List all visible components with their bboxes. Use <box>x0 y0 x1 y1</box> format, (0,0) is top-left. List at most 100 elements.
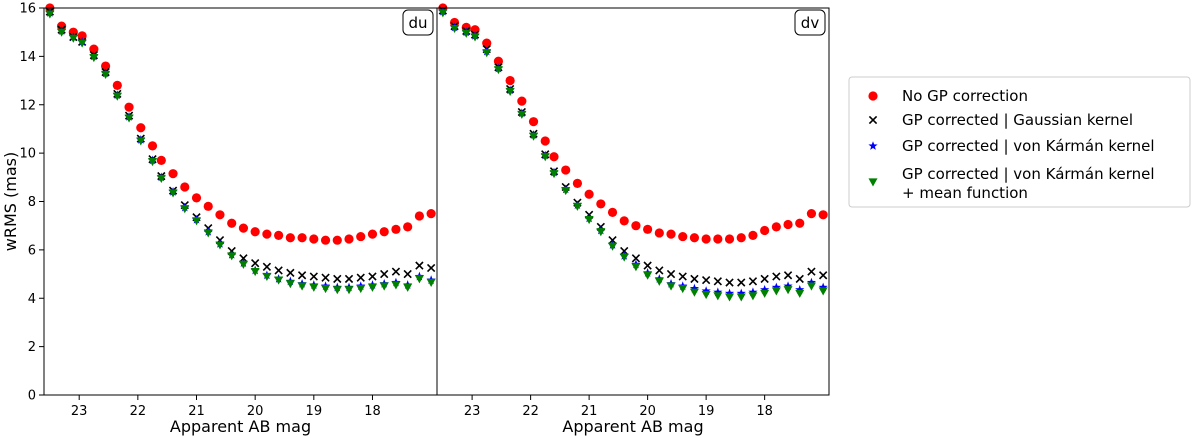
x-axis-label: Apparent AB mag <box>170 417 311 436</box>
series-circle-dv <box>438 3 828 244</box>
legend-label: GP corrected | von Kármán kernel <box>902 165 1155 183</box>
data-point <box>239 254 248 263</box>
data-point <box>736 293 746 302</box>
data-point <box>450 24 460 34</box>
data-point <box>274 266 283 275</box>
data-point <box>540 153 550 162</box>
data-point <box>391 224 401 234</box>
data-point <box>136 137 146 146</box>
data-point <box>748 230 758 240</box>
legend-label-line2: + mean function <box>902 184 1028 202</box>
y-tick-label: 0 <box>28 389 36 404</box>
series-triangle-down-du <box>45 10 436 295</box>
data-point <box>156 155 166 165</box>
data-point <box>549 152 559 162</box>
data-point <box>344 234 354 244</box>
data-point <box>344 274 354 284</box>
data-point <box>529 132 539 141</box>
data-point <box>631 221 641 231</box>
data-point <box>332 235 342 245</box>
data-points-du <box>45 3 436 295</box>
data-point <box>238 223 249 233</box>
data-point <box>655 266 664 275</box>
x-axis-label: Apparent AB mag <box>562 417 703 436</box>
data-point <box>379 227 389 237</box>
y-tick-label: 8 <box>28 195 36 210</box>
data-point <box>203 229 213 238</box>
data-point <box>748 287 758 297</box>
data-point <box>818 271 828 280</box>
data-point <box>250 259 260 268</box>
data-point <box>713 277 723 286</box>
data-point <box>461 29 471 38</box>
data-point <box>482 49 492 58</box>
data-point <box>760 284 770 294</box>
data-point <box>367 229 378 239</box>
data-point <box>124 114 134 123</box>
data-point <box>344 286 354 295</box>
data-point <box>333 274 342 284</box>
x-tick-label: 22 <box>130 404 147 419</box>
data-point <box>192 217 202 226</box>
data-point <box>631 254 641 263</box>
data-point <box>77 31 87 41</box>
legend-label: No GP correction <box>902 87 1028 105</box>
panel-du: 23 22 21 20 19 18 0 2 4 6 8 10 12 14 16 Apparent AB mag… <box>1 2 438 436</box>
legend-marker-star-icon <box>868 141 878 150</box>
data-point <box>180 182 190 192</box>
data-point <box>297 282 307 291</box>
data-point <box>619 253 629 262</box>
data-point <box>156 174 166 184</box>
data-point <box>77 39 87 48</box>
data-point <box>818 282 828 292</box>
data-point <box>332 286 342 295</box>
data-point <box>584 189 594 199</box>
x-tick-label: 19 <box>698 404 715 419</box>
data-point <box>772 272 781 281</box>
data-point <box>101 70 111 80</box>
data-point <box>795 218 805 228</box>
data-point <box>45 10 55 19</box>
data-point <box>689 233 700 243</box>
data-point <box>112 92 122 101</box>
data-point <box>356 231 366 242</box>
data-point <box>795 284 805 294</box>
x-tick-label: 18 <box>364 404 381 419</box>
data-point <box>274 276 284 285</box>
data-point <box>89 44 99 54</box>
data-point <box>608 242 618 251</box>
series-star-du <box>45 8 436 292</box>
data-point <box>309 283 319 292</box>
data-point <box>320 235 331 245</box>
data-point <box>238 260 248 269</box>
data-point <box>807 267 816 276</box>
data-point <box>701 286 711 295</box>
y-tick-label: 10 <box>19 147 36 162</box>
legend-label: GP corrected | Gaussian kernel <box>902 111 1133 129</box>
panels: 23 22 21 20 19 18 0 2 4 6 8 10 12 14 16 Apparent AB mag… <box>1 2 830 436</box>
data-point <box>391 281 401 290</box>
data-point <box>561 165 571 175</box>
data-point <box>724 234 735 244</box>
data-point <box>493 66 503 75</box>
data-point <box>368 272 377 281</box>
data-point <box>608 236 617 245</box>
data-point <box>701 291 711 300</box>
data-point <box>403 222 413 232</box>
data-point <box>148 157 158 167</box>
y-tick-label: 12 <box>19 98 36 113</box>
data-point <box>818 287 828 296</box>
x-tick-label: 21 <box>188 404 205 419</box>
legend-entry: No GP correction <box>868 87 1028 105</box>
data-point <box>748 277 758 286</box>
data-point <box>403 269 412 279</box>
data-point <box>737 278 746 287</box>
y-tick-label: 4 <box>28 292 36 307</box>
x-tick-label: 22 <box>522 404 539 419</box>
data-point <box>643 261 652 270</box>
data-point <box>68 34 78 43</box>
data-point <box>713 234 723 244</box>
x-tick-label: 20 <box>247 404 264 419</box>
data-points-dv <box>438 3 828 302</box>
